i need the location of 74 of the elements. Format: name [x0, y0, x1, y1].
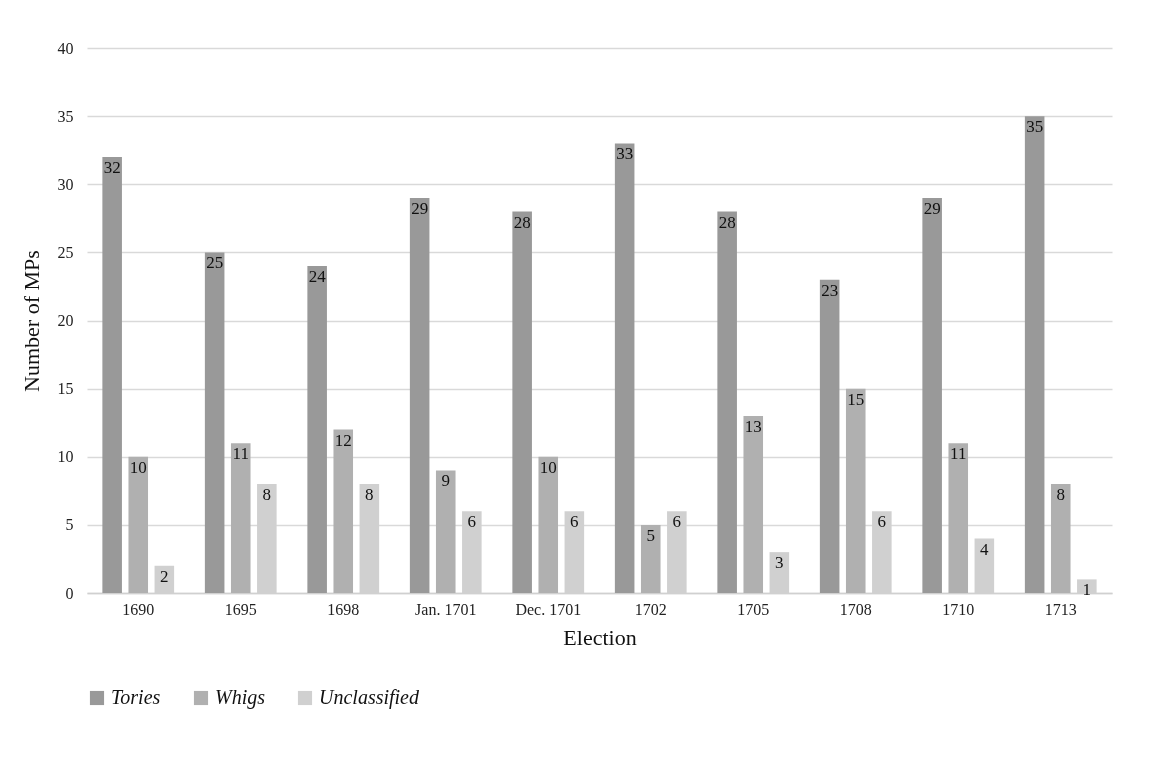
x-tick-label: 1713 — [1044, 600, 1077, 618]
bar — [717, 211, 737, 593]
x-tick-label: 1702 — [634, 600, 667, 618]
data-label: 35 — [1026, 117, 1044, 137]
data-label: 33 — [616, 144, 634, 164]
bar — [512, 211, 532, 593]
x-tick-label: 1705 — [737, 600, 770, 618]
data-label: 8 — [365, 485, 374, 504]
x-tick-label: 1710 — [942, 600, 975, 618]
x-tick-label: 1698 — [327, 600, 360, 618]
x-axis-title: Election — [563, 624, 637, 650]
data-label: 8 — [262, 485, 272, 504]
data-label: 6 — [467, 512, 477, 532]
bar — [307, 266, 327, 593]
bar — [128, 456, 149, 593]
data-label: 6 — [672, 512, 682, 532]
y-tick-label: 0 — [65, 584, 74, 602]
data-label: 25 — [206, 253, 224, 273]
x-tick-label: 1690 — [122, 600, 155, 618]
y-tick-label: 20 — [57, 312, 74, 329]
bar — [819, 279, 840, 593]
bar — [230, 443, 251, 593]
y-tick-label: 25 — [57, 243, 74, 261]
y-tick-label: 35 — [57, 107, 74, 125]
legend-label: Whigs — [215, 686, 266, 709]
bar — [538, 456, 559, 593]
data-label: 13 — [744, 416, 762, 436]
bar — [743, 415, 764, 593]
data-label: 12 — [334, 430, 352, 450]
bar — [435, 470, 456, 593]
y-axis-title: Number of MPs — [18, 250, 44, 392]
data-label: 23 — [821, 280, 839, 300]
data-label: 11 — [950, 444, 967, 464]
bar — [948, 443, 969, 593]
bar — [102, 157, 122, 593]
data-label: 2 — [160, 566, 169, 586]
data-label: 6 — [877, 512, 887, 532]
data-label: 8 — [1056, 485, 1065, 504]
data-label: 5 — [646, 525, 655, 545]
bar — [333, 429, 354, 593]
data-label: 28 — [513, 212, 531, 232]
bar — [204, 252, 225, 593]
data-label: 15 — [847, 389, 865, 409]
y-tick-label: 10 — [57, 448, 74, 466]
data-label: 1 — [1082, 580, 1092, 600]
data-label: 11 — [232, 444, 249, 464]
legend-label: Tories — [111, 686, 161, 708]
x-tick-label: Dec. 1701 — [515, 600, 582, 618]
data-label: 9 — [441, 471, 450, 491]
y-tick-label: 15 — [57, 380, 74, 398]
bar — [1024, 116, 1045, 593]
bar — [640, 524, 661, 593]
data-label: 29 — [923, 198, 941, 218]
data-label: 24 — [308, 267, 327, 286]
data-label: 28 — [718, 212, 736, 232]
bar — [922, 197, 942, 593]
data-label: 4 — [980, 539, 990, 559]
x-tick-label: 1695 — [224, 600, 257, 618]
y-tick-label: 40 — [57, 39, 74, 57]
bar — [409, 197, 430, 593]
x-tick-label: 1708 — [839, 600, 872, 618]
y-tick-label: 5 — [65, 516, 74, 534]
data-label: 6 — [570, 512, 579, 532]
bar — [845, 388, 866, 593]
bar — [614, 143, 635, 593]
data-label: 32 — [103, 158, 121, 177]
data-label: 10 — [129, 457, 147, 477]
x-tick-label: Jan. 1701 — [415, 600, 477, 618]
legend-label: Unclassified — [319, 686, 420, 709]
data-label: 10 — [539, 457, 557, 477]
data-label: 3 — [775, 553, 784, 573]
bar — [1050, 484, 1071, 593]
y-tick-label: 30 — [57, 175, 74, 193]
data-label: 29 — [411, 198, 429, 218]
